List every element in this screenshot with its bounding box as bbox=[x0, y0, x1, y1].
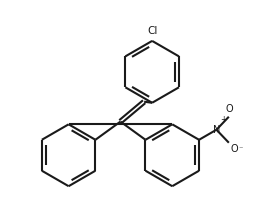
Text: Cl: Cl bbox=[147, 26, 157, 36]
Text: N: N bbox=[213, 125, 220, 135]
Text: O: O bbox=[225, 104, 233, 114]
Text: +: + bbox=[220, 115, 227, 124]
Text: O: O bbox=[230, 144, 238, 154]
Text: ⁻: ⁻ bbox=[239, 144, 243, 153]
